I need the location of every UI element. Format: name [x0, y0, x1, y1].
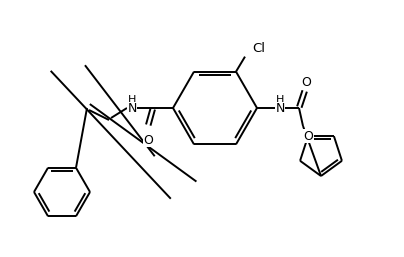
Text: N: N — [275, 103, 285, 115]
Text: H: H — [276, 95, 284, 105]
Text: O: O — [143, 134, 153, 147]
Text: Cl: Cl — [252, 42, 265, 55]
Text: N: N — [127, 103, 137, 115]
Text: O: O — [303, 130, 313, 143]
Text: H: H — [128, 95, 136, 105]
Text: O: O — [301, 77, 311, 89]
